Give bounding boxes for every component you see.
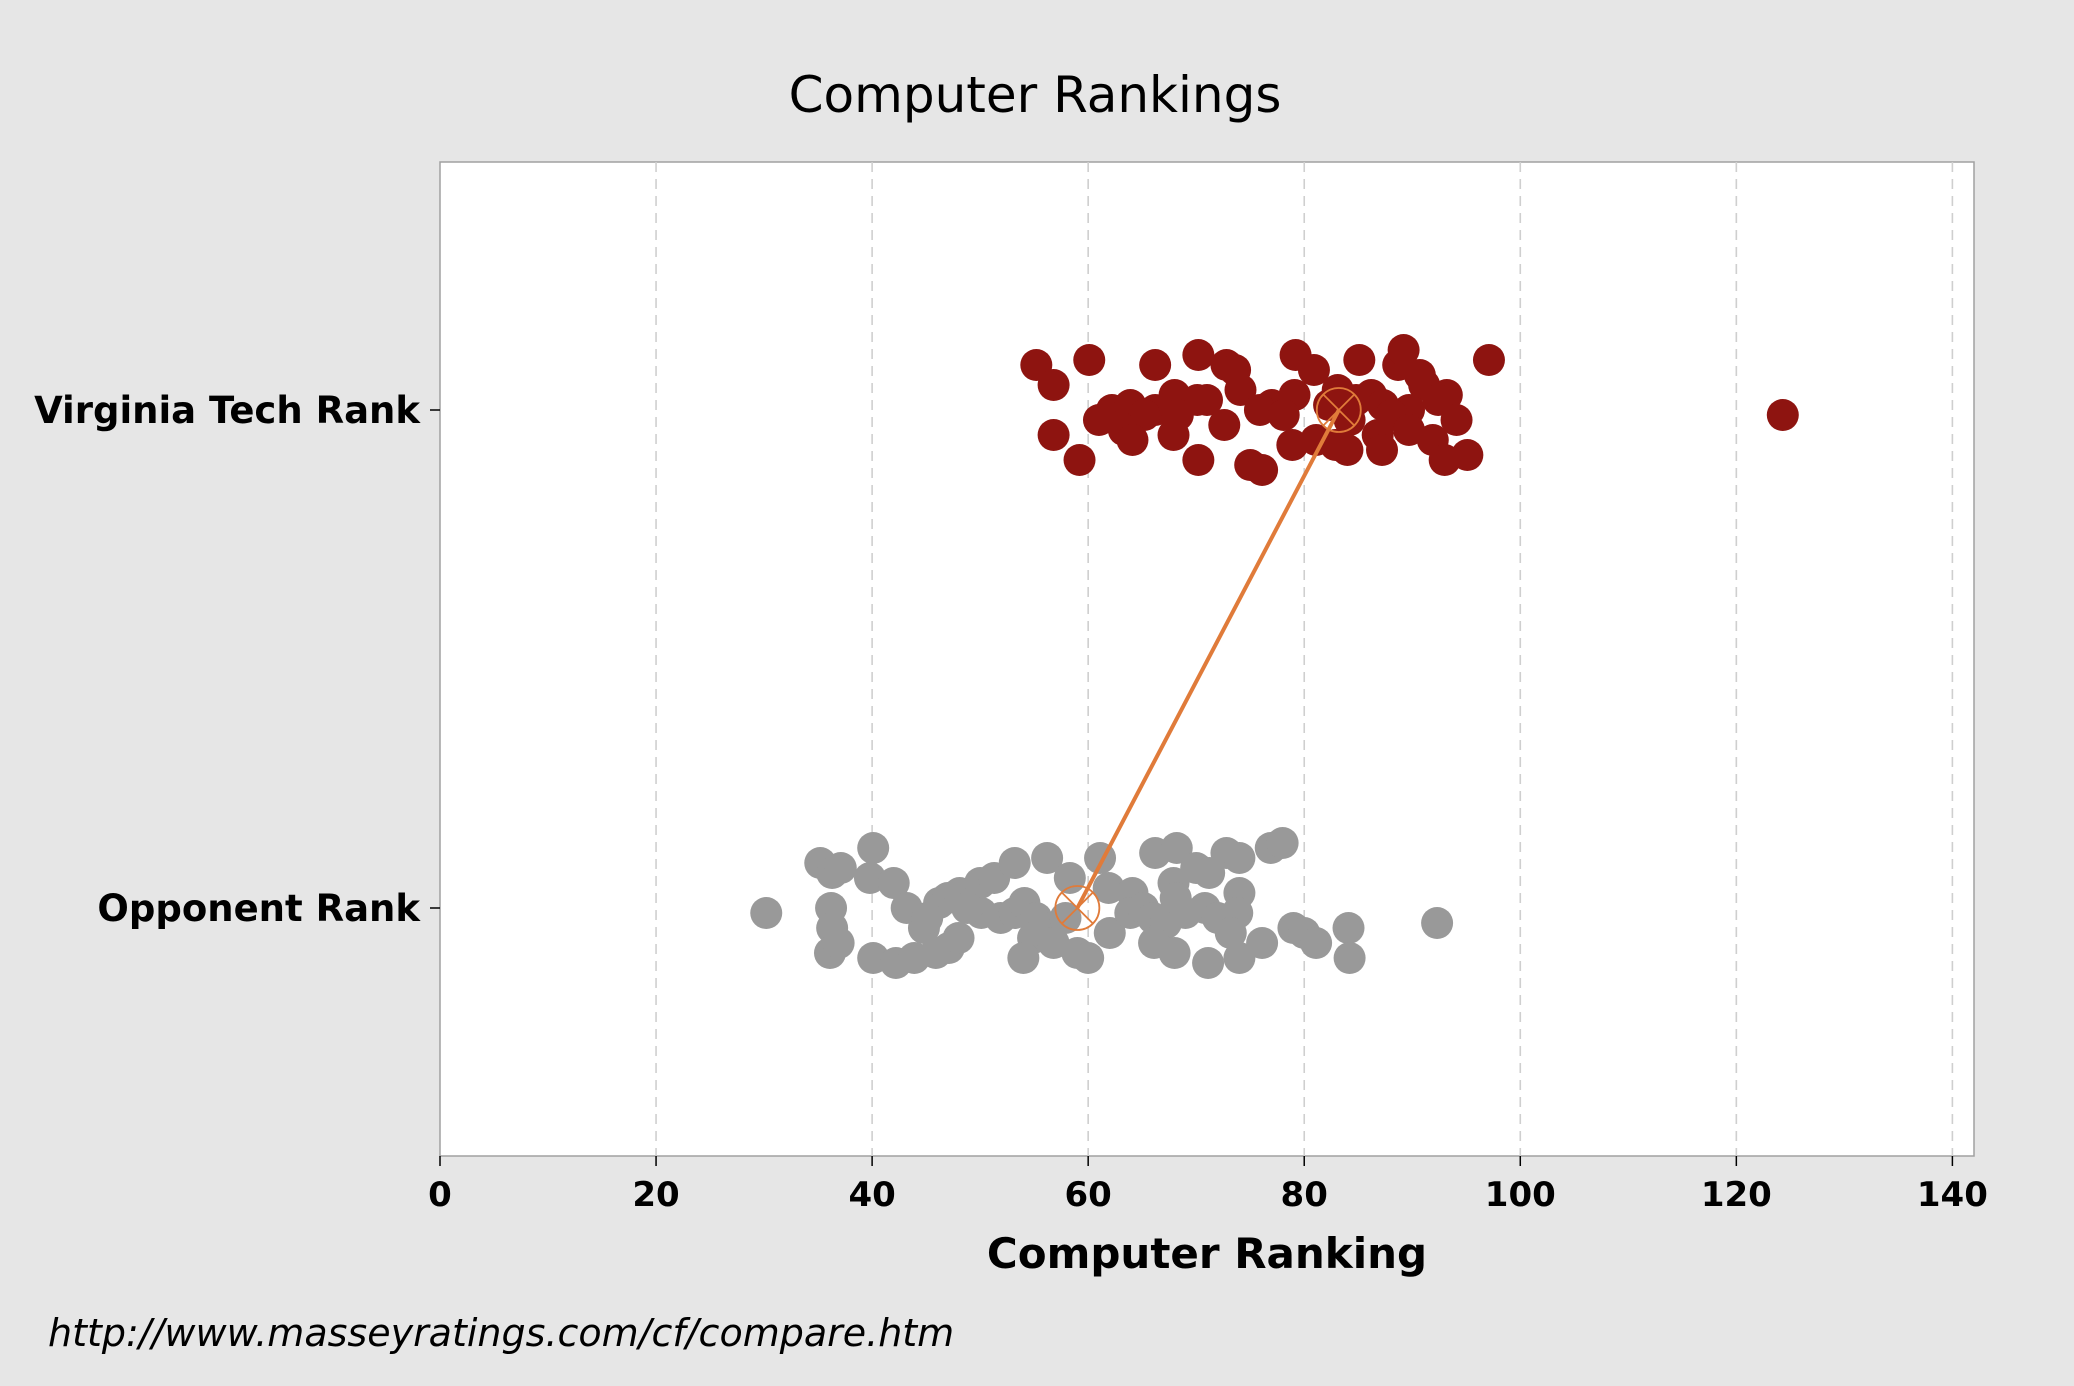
data-point [1343, 344, 1376, 376]
x-tick-label: 140 [1917, 1175, 1988, 1215]
data-point [1366, 434, 1399, 466]
x-axis-title: Computer Ranking [987, 1229, 1427, 1278]
data-point [1223, 942, 1256, 974]
data-point [857, 832, 890, 864]
grid-lines [655, 162, 1954, 1156]
y-category-label: Virginia Tech Rank [34, 389, 421, 432]
data-point [750, 897, 783, 929]
data-point [1037, 419, 1070, 451]
data-point [1246, 454, 1279, 486]
data-point [911, 902, 944, 934]
data-point [1224, 374, 1257, 406]
data-point [951, 892, 984, 924]
data-point [1472, 344, 1505, 376]
data-point [1300, 927, 1333, 959]
y-axis-categories: Virginia Tech Rank Opponent Rank [34, 389, 440, 930]
data-point [1158, 937, 1191, 969]
data-point [1139, 349, 1172, 381]
data-point [1243, 394, 1276, 426]
data-point [1031, 842, 1064, 874]
data-point [1223, 842, 1256, 874]
x-tick-label: 60 [1065, 1175, 1112, 1215]
data-point [1421, 907, 1454, 939]
data-point [1160, 832, 1193, 864]
chart-title: Computer Rankings [789, 66, 1282, 124]
data-point [1214, 917, 1247, 949]
x-tick-label: 40 [848, 1175, 895, 1215]
data-point [1387, 334, 1420, 366]
data-points [750, 334, 1799, 979]
data-point [1093, 917, 1126, 949]
data-point [853, 862, 886, 894]
data-point [1267, 399, 1300, 431]
data-point [1331, 434, 1364, 466]
data-point [1049, 902, 1082, 934]
source-url[interactable]: http://www.masseyratings.com/cf/compare.… [48, 1311, 954, 1355]
data-point [1451, 439, 1484, 471]
data-point [1266, 827, 1299, 859]
data-point [1092, 872, 1125, 904]
data-point [822, 927, 855, 959]
data-point [1332, 912, 1365, 944]
mean-marker [1315, 387, 1362, 433]
data-point [1082, 404, 1115, 436]
mean-marker [1054, 885, 1101, 931]
x-axis-ticks: 0 20 40 60 80 100 120 140 [428, 1156, 1988, 1215]
data-point [1037, 369, 1070, 401]
data-point [1246, 927, 1279, 959]
mean-connect-line [1054, 387, 1362, 931]
data-point [877, 867, 910, 899]
x-tick-label: 0 [428, 1175, 452, 1215]
data-point [1766, 399, 1799, 431]
x-tick-label: 120 [1701, 1175, 1772, 1215]
data-point [1072, 942, 1105, 974]
data-point [824, 852, 857, 884]
mean-line [1075, 409, 1341, 909]
data-point [1063, 444, 1096, 476]
data-point [1182, 339, 1215, 371]
data-point [1208, 409, 1241, 441]
data-point [1297, 354, 1330, 386]
data-point [1157, 419, 1190, 451]
data-point [1276, 429, 1309, 461]
y-category-label: Opponent Rank [97, 887, 421, 930]
data-point [1007, 942, 1040, 974]
data-point [1182, 444, 1215, 476]
data-point [1440, 404, 1473, 436]
data-point [1053, 862, 1086, 894]
data-point [1333, 942, 1366, 974]
x-tick-label: 80 [1281, 1175, 1328, 1215]
data-point [1192, 947, 1225, 979]
data-point [1073, 344, 1106, 376]
data-point [1116, 424, 1149, 456]
x-tick-label: 20 [632, 1175, 679, 1215]
x-tick-label: 100 [1485, 1175, 1556, 1215]
data-point [942, 922, 975, 954]
data-point [998, 847, 1031, 879]
